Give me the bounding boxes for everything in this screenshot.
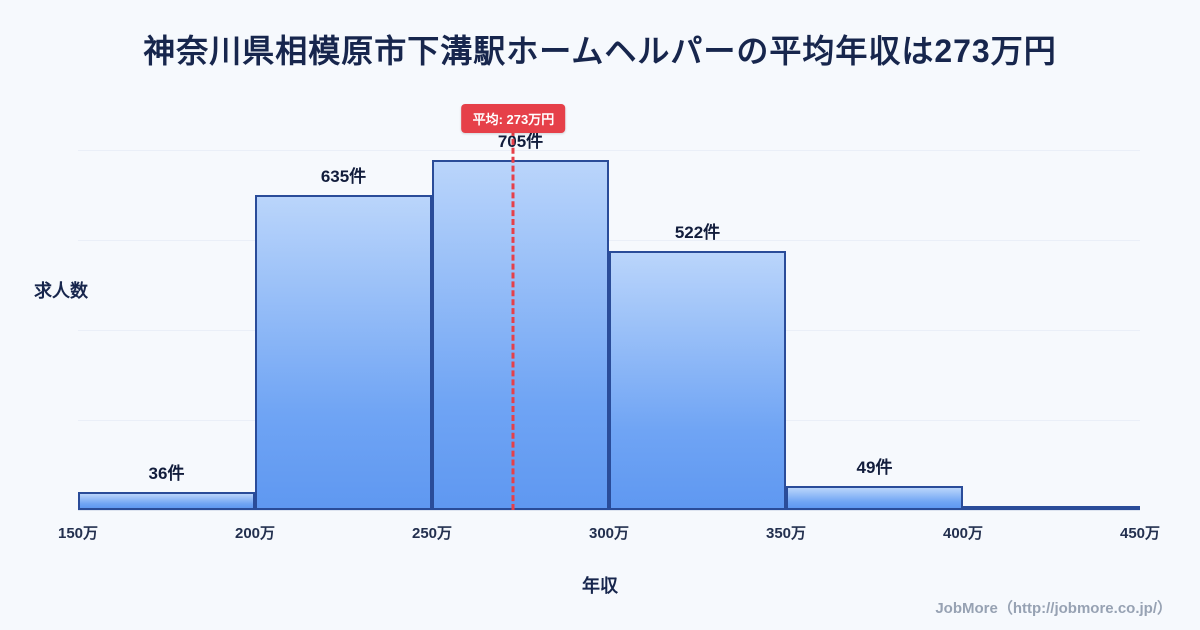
histogram-bar bbox=[432, 160, 609, 510]
bar-value-label: 705件 bbox=[497, 132, 544, 151]
x-tick-label: 150万 bbox=[57, 525, 99, 542]
x-tick-label: 450万 bbox=[1119, 525, 1161, 542]
x-axis-label: 年収 bbox=[582, 576, 618, 596]
x-tick-label: 250万 bbox=[411, 525, 453, 542]
bar-value-label: 522件 bbox=[674, 222, 721, 242]
chart-title: 神奈川県相模原市下溝駅ホームヘルパーの平均年収は273万円 bbox=[143, 33, 1057, 69]
x-tick-label: 400万 bbox=[942, 525, 984, 542]
average-line bbox=[511, 130, 515, 510]
histogram-bar bbox=[609, 250, 786, 510]
bar-value-label: 36件 bbox=[148, 464, 185, 484]
plot-area: 36件 635件 705件 522件 49件 bbox=[78, 132, 1140, 511]
histogram-bar bbox=[78, 492, 255, 510]
x-tick-label: 200万 bbox=[234, 525, 276, 542]
average-badge: 平均: 273万円 bbox=[461, 104, 566, 133]
histogram-bar bbox=[963, 506, 1140, 510]
x-tick-label: 350万 bbox=[765, 525, 807, 542]
bar-value-label: 49件 bbox=[856, 457, 893, 477]
histogram-bar bbox=[255, 194, 432, 510]
y-axis-label: 求人数 bbox=[34, 281, 88, 301]
footer-credit: JobMore（http://jobmore.co.jp/） bbox=[935, 600, 1172, 617]
x-tick-label: 300万 bbox=[588, 525, 630, 542]
x-axis-ticks: 150万 200万 250万 300万 350万 400万 450万 bbox=[58, 522, 1160, 544]
histogram-bar bbox=[786, 485, 963, 510]
bar-value-label: 635件 bbox=[320, 166, 367, 186]
